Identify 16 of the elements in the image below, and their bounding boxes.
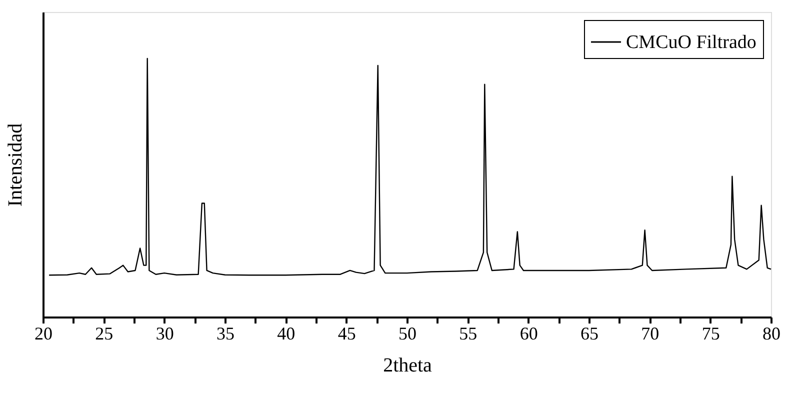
x-tick-label: 55 <box>459 324 478 344</box>
x-axis-title: 2theta <box>383 354 432 376</box>
x-tick-label: 65 <box>580 324 598 344</box>
x-tick-label: 50 <box>398 324 416 344</box>
x-tick-label: 35 <box>216 324 234 344</box>
y-axis-title: Intensidad <box>4 123 26 207</box>
x-tick-label: 20 <box>34 324 52 344</box>
x-tick-label: 70 <box>641 324 660 344</box>
x-tick-label: 80 <box>762 324 780 344</box>
x-tick-label: 40 <box>277 324 296 344</box>
x-tick-label: 45 <box>338 324 356 344</box>
x-tick-label: 25 <box>95 324 114 344</box>
x-tick-label: 60 <box>520 324 538 344</box>
x-tick-label: 30 <box>156 324 174 344</box>
x-tick-label: 75 <box>702 324 720 344</box>
legend-label: CMCuO Filtrado <box>626 32 756 53</box>
